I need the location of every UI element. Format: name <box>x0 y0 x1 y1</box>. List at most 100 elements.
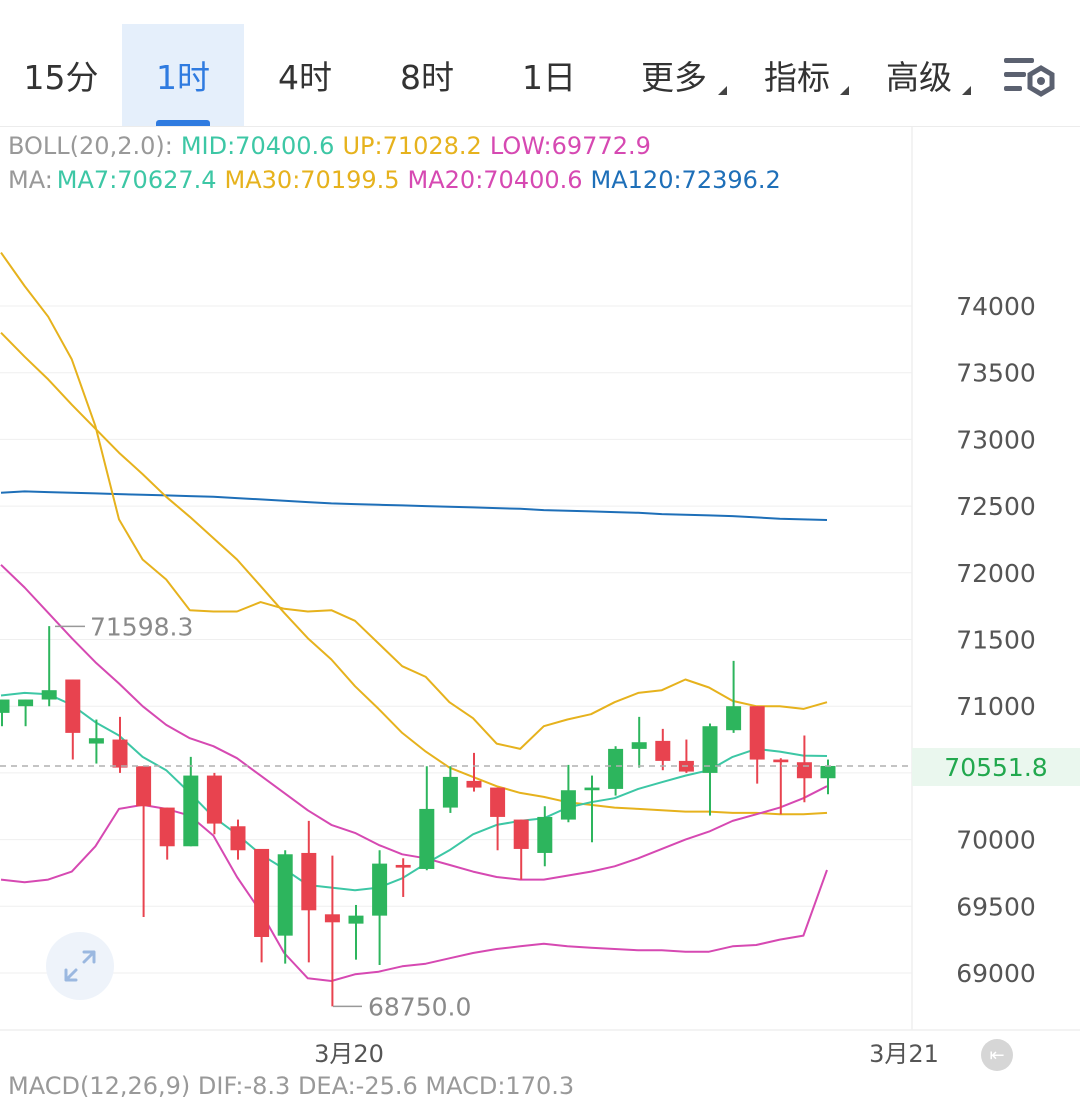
candle <box>372 850 388 965</box>
candle <box>490 787 506 851</box>
line-boll_low <box>0 803 828 982</box>
candle-body <box>490 787 506 817</box>
candle <box>230 819 246 860</box>
line-ma20 <box>0 564 828 881</box>
price-tick-label: 69000 <box>956 959 1036 988</box>
macd-legend: MACD(12,26,9) DIF:-8.3 DEA:-25.6 MACD:17… <box>8 1072 574 1100</box>
dropdown-triangle-icon <box>840 86 849 95</box>
tab-label: 更多 <box>641 58 707 97</box>
candle-body <box>608 748 624 789</box>
active-tab-indicator <box>156 120 210 126</box>
tab-label: 1日 <box>522 58 576 97</box>
timeframe-tab-bar: 15分 1时 4时 8时 1日 更多 指标 高级 <box>0 0 1080 126</box>
tab-advanced[interactable]: 高级 <box>858 24 980 126</box>
candle-body <box>442 776 458 808</box>
candle <box>159 807 175 860</box>
price-axis: 69000 69500 70000 71000 71500 72000 72500 73000… <box>956 292 1036 988</box>
dropdown-triangle-icon <box>962 86 971 95</box>
candle-body <box>631 742 647 749</box>
candle <box>442 766 458 813</box>
price-tick-label: 70000 <box>956 826 1036 855</box>
tab-label: 4时 <box>278 58 332 97</box>
candle-body <box>230 826 246 851</box>
candle-body <box>136 766 152 807</box>
candle-body <box>726 706 742 731</box>
high-marker: 71598.3 <box>55 612 193 641</box>
tab-label: 15分 <box>23 58 99 97</box>
price-tick-label: 72000 <box>956 559 1036 588</box>
line-boll_up <box>0 252 828 750</box>
candle-body <box>584 787 600 791</box>
candle <box>773 758 789 815</box>
tab-more[interactable]: 更多 <box>612 24 736 126</box>
candle <box>702 723 718 816</box>
price-tick-label: 74000 <box>956 292 1036 321</box>
candle-body <box>324 914 340 923</box>
candle-body <box>796 762 812 779</box>
candle-body <box>88 738 104 744</box>
price-tick-label: 73000 <box>956 425 1036 454</box>
price-tick-label: 71000 <box>956 692 1036 721</box>
date-tick-label: 3月21 <box>869 1040 939 1068</box>
tab-8hour[interactable]: 8时 <box>366 24 488 126</box>
boll-up: UP:71028.2 <box>342 132 482 160</box>
candle <box>419 766 435 871</box>
candle <box>678 739 694 773</box>
ma30-value: MA30:70199.5 <box>224 166 400 194</box>
candle-body <box>537 816 553 853</box>
boll-name: BOLL(20,2.0): <box>8 132 173 160</box>
candle-body <box>18 699 34 707</box>
candle-body <box>159 807 175 847</box>
price-tick-label: 69500 <box>956 892 1036 921</box>
candle-body <box>655 740 671 761</box>
candlestick-chart[interactable]: 69000 69500 70000 71000 71500 72000 72500 73000… <box>0 127 1080 1084</box>
tab-1day[interactable]: 1日 <box>488 24 610 126</box>
candle <box>513 819 529 880</box>
ma-legend: MA: MA7:70627.4 MA30:70199.5 MA20:70400.6 MA… <box>8 166 789 194</box>
line-ma30 <box>0 331 828 816</box>
candles <box>0 626 836 1007</box>
price-tick-label: 71500 <box>956 626 1036 655</box>
candle <box>88 719 104 764</box>
candle <box>655 728 671 771</box>
tab-1hour[interactable]: 1时 <box>122 24 244 126</box>
tab-label: 高级 <box>886 58 952 97</box>
candle-body <box>773 759 789 763</box>
time-axis: 3月20 3月21 <box>314 1040 939 1068</box>
candle-body <box>41 690 57 700</box>
chart-settings-icon[interactable] <box>1002 52 1056 100</box>
candle <box>277 850 293 964</box>
scroll-to-latest-button[interactable]: ⇤ <box>981 1039 1013 1071</box>
boll-low: LOW:69772.9 <box>489 132 651 160</box>
tab-15min[interactable]: 15分 <box>0 24 122 126</box>
candle <box>254 848 270 963</box>
tab-label: 1时 <box>156 58 210 97</box>
candle-body <box>513 819 529 849</box>
candle-body <box>112 739 128 768</box>
tab-4hour[interactable]: 4时 <box>244 24 366 126</box>
candle <box>726 660 742 733</box>
candle <box>136 766 152 917</box>
tab-indicators[interactable]: 指标 <box>736 24 858 126</box>
candle <box>749 706 765 784</box>
candle <box>395 858 411 897</box>
candle <box>112 716 128 773</box>
candle-body <box>560 790 576 820</box>
candle-body <box>749 706 765 760</box>
candle-body <box>277 854 293 936</box>
tab-label: 8时 <box>400 58 454 97</box>
candle <box>41 626 57 707</box>
scroll-to-start-icon: ⇤ <box>989 1044 1005 1066</box>
candle-body <box>395 864 411 868</box>
candle-body <box>65 679 81 733</box>
candle-body <box>372 863 388 916</box>
expand-icon <box>64 950 96 982</box>
candle <box>537 806 553 867</box>
candle-body <box>466 780 482 788</box>
candle <box>324 855 340 1007</box>
candle <box>608 746 624 796</box>
fullscreen-button[interactable] <box>46 932 114 1000</box>
candle <box>348 904 364 960</box>
macd-text: MACD(12,26,9) DIF:-8.3 DEA:-25.6 MACD:17… <box>8 1072 575 1100</box>
tab-label: 指标 <box>764 58 830 97</box>
